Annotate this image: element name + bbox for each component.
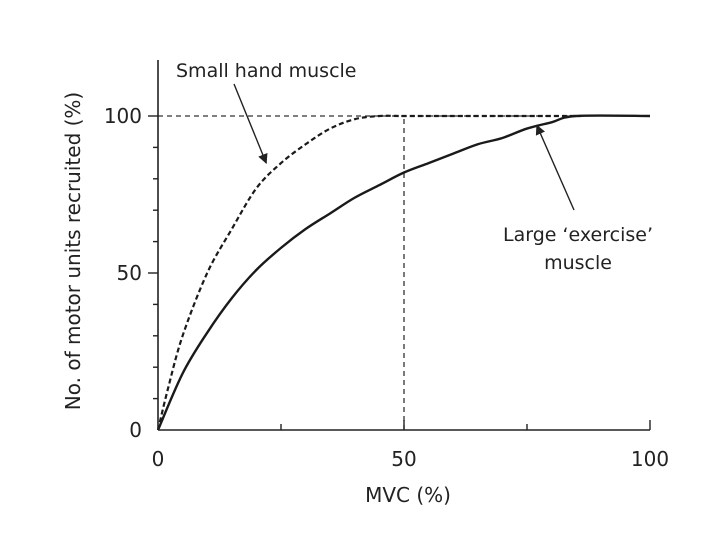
x-tick-label: 100 (631, 447, 669, 471)
axes: 0 50 100 0 50 100 MVC (%) No. of motor units re… (61, 60, 669, 507)
annotation-label: Small hand muscle (176, 60, 357, 82)
y-tick-label: 100 (104, 104, 142, 128)
annotations: Small hand muscle Large ‘exercise’ muscle (176, 60, 653, 274)
series-line-large-exercise-muscle (156, 114, 651, 431)
annotation-label: Large ‘exercise’ (503, 224, 653, 246)
x-tick-label: 0 (152, 447, 165, 471)
x-tick-label: 50 (391, 447, 416, 471)
series-lines (156, 114, 651, 431)
reference-lines (158, 115, 582, 430)
y-tick-label: 0 (129, 418, 142, 442)
annotation-arrow (535, 124, 575, 211)
series-line-small-hand-muscle (156, 114, 582, 431)
y-axis-title: No. of motor units recruited (%) (61, 92, 85, 410)
y-tick-label: 50 (117, 261, 142, 285)
x-axis-title: MVC (%) (365, 483, 451, 507)
annotation-arrow (233, 83, 268, 165)
annotation-label: muscle (544, 252, 612, 274)
